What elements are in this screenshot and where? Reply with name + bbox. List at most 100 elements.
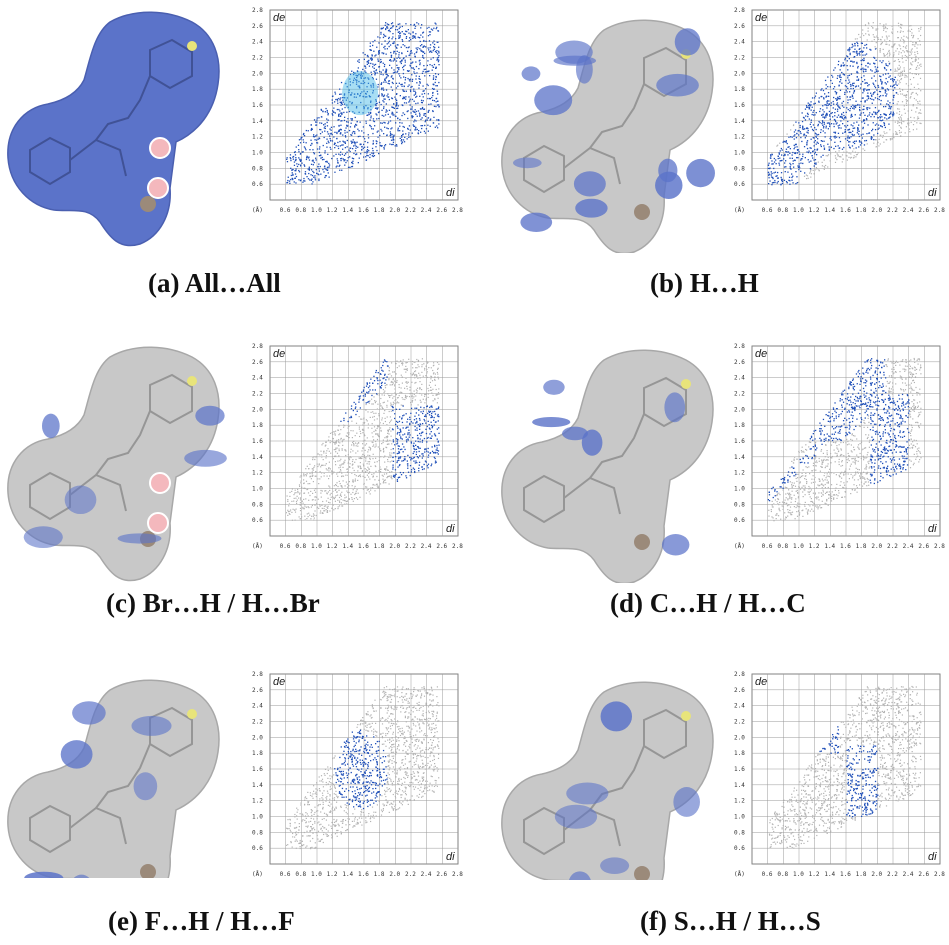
x-tick-label: 2.0 [871, 207, 882, 214]
unit-label: (Å) [252, 543, 263, 550]
contact-patches [512, 28, 715, 232]
x-tick-label: 1.4 [342, 871, 353, 878]
y-tick-label: 2.6 [252, 359, 263, 366]
y-tick-label: 1.6 [252, 766, 263, 773]
y-tick-label: 1.8 [252, 86, 263, 93]
y-tick-label: 1.4 [252, 454, 263, 461]
x-tick-label: 2.0 [871, 871, 882, 878]
plot-points [285, 358, 440, 521]
fingerprint-plot-a: 0.6 0.8 1.0 1.2 1.4 1.6 1.8 2.0 2.2 2.4 2.6 2.8 0.6 0… [252, 7, 463, 214]
y-tick-label: 1.0 [734, 814, 745, 821]
highlighted-contacts [286, 22, 440, 185]
x-tick-label: 2.6 [918, 871, 929, 878]
caption-b: (b) H…H [650, 268, 759, 298]
x-tick-label: 2.6 [918, 207, 929, 214]
y-tick-label: 2.8 [734, 343, 745, 350]
x-tick-label: 1.8 [374, 207, 385, 214]
caption-f: (f) S…H / H…S [640, 906, 821, 936]
y-tick-label: 0.8 [734, 501, 745, 508]
y-tick-label: 1.6 [252, 102, 263, 109]
x-tick-label: 1.2 [327, 871, 338, 878]
plot-points [768, 685, 922, 849]
x-tick-label: 1.2 [809, 543, 820, 550]
x-tick-label: 2.8 [452, 543, 463, 550]
x-tick-label: 1.2 [327, 543, 338, 550]
caption-a: (a) All…All [148, 268, 281, 298]
x-tick-label: 2.6 [436, 543, 447, 550]
y-tick-label: 2.0 [734, 406, 745, 413]
y-tick-label: 1.2 [252, 134, 263, 141]
highlighted-contacts [340, 359, 440, 482]
y-tick-label: 1.4 [734, 782, 745, 789]
x-tick-label: 2.8 [934, 871, 945, 878]
x-tick-label: 2.4 [903, 207, 914, 214]
x-tick-label: 1.0 [793, 871, 804, 878]
y-tick-label: 1.0 [252, 814, 263, 821]
y-tick-label: 2.0 [252, 734, 263, 741]
y-tick-label: 2.8 [252, 7, 263, 14]
plot-points [768, 357, 922, 522]
di-axis-label: di [928, 851, 937, 863]
x-tick-label: 2.0 [389, 207, 400, 214]
y-tick-label: 2.6 [734, 359, 745, 366]
x-tick-label: 1.0 [311, 871, 322, 878]
x-tick-label: 0.6 [762, 871, 773, 878]
caption-d: (d) C…H / H…C [610, 588, 806, 618]
y-tick-label: 1.4 [734, 454, 745, 461]
x-tick-label: 2.8 [452, 871, 463, 878]
x-tick-label: 0.6 [280, 207, 291, 214]
bromine-atom [634, 866, 650, 880]
de-axis-label: de [273, 348, 285, 360]
y-tick-label: 1.2 [734, 134, 745, 141]
unit-label: (Å) [734, 543, 745, 550]
y-tick-label: 2.6 [252, 23, 263, 30]
di-axis-label: di [446, 851, 455, 863]
x-tick-label: 0.8 [777, 871, 788, 878]
y-tick-label: 1.6 [734, 438, 745, 445]
y-tick-label: 1.6 [252, 438, 263, 445]
x-tick-label: 0.8 [295, 207, 306, 214]
molecule-skeleton [523, 376, 687, 524]
y-tick-label: 2.0 [734, 70, 745, 77]
x-tick-label: 2.0 [871, 543, 882, 550]
y-tick-label: 1.2 [734, 470, 745, 477]
surface-shape [7, 679, 220, 878]
x-tick-label: 2.6 [436, 871, 447, 878]
bromine-atom [140, 196, 156, 212]
y-tick-label: 0.6 [734, 181, 745, 188]
halogen-atom [187, 41, 197, 51]
y-tick-label: 1.2 [734, 798, 745, 805]
x-tick-label: 0.8 [295, 543, 306, 550]
x-tick-label: 2.2 [887, 543, 898, 550]
contact-patches [532, 379, 690, 556]
caption-c: (c) Br…H / H…Br [106, 588, 320, 618]
y-tick-label: 1.4 [252, 782, 263, 789]
bromine-atom [140, 864, 156, 878]
y-tick-label: 1.8 [252, 422, 263, 429]
fingerprint-plot-d: 0.6 0.8 1.0 1.2 1.4 1.6 1.8 2.0 2.2 2.4 2.6 2.8 0.6 0… [734, 343, 945, 550]
plot-grid [269, 673, 459, 865]
y-tick-label: 1.4 [252, 118, 263, 125]
plot-grid [751, 345, 941, 537]
y-tick-label: 1.8 [734, 750, 745, 757]
y-tick-label: 1.8 [734, 422, 745, 429]
x-tick-label: 2.8 [452, 207, 463, 214]
red-contact-spot [147, 177, 169, 199]
x-tick-label: 1.2 [809, 207, 820, 214]
y-tick-label: 1.4 [734, 118, 745, 125]
y-tick-label: 0.6 [734, 517, 745, 524]
x-tick-label: 2.2 [405, 871, 416, 878]
contact-patches [23, 405, 227, 549]
x-tick-label: 1.4 [342, 207, 353, 214]
plot-points [771, 22, 922, 183]
x-tick-label: 1.8 [856, 207, 867, 214]
fingerprint-plot-b: 0.6 0.8 1.0 1.2 1.4 1.6 1.8 2.0 2.2 2.4 2.6 2.8 0.6 0… [734, 7, 945, 214]
y-tick-label: 2.8 [252, 343, 263, 350]
y-tick-label: 0.6 [252, 517, 263, 524]
x-tick-label: 1.0 [311, 207, 322, 214]
hirshfeld-surface-b [501, 19, 715, 253]
de-axis-label: de [755, 676, 767, 688]
plot-grid [751, 9, 941, 201]
x-tick-label: 2.0 [389, 871, 400, 878]
di-axis-label: di [928, 187, 937, 199]
